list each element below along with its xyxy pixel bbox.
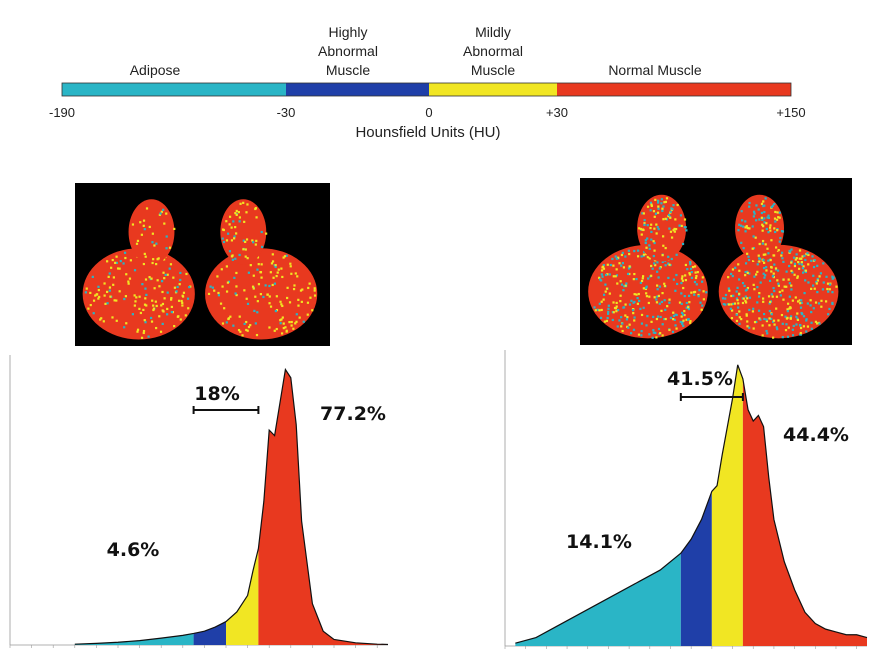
ct-muscle-region (735, 194, 785, 262)
adipose-percentage: 14.1% (566, 531, 632, 553)
histogram-region (515, 553, 681, 646)
abnormal-muscle-percentage: 18% (194, 383, 239, 405)
colorbar-segment (286, 83, 429, 96)
colorbar-tick-label: +30 (546, 105, 568, 120)
histogram-region (193, 621, 226, 645)
colorbar-segment (557, 83, 791, 96)
histogram-curve (74, 367, 389, 646)
ct-image-right (580, 178, 852, 345)
ct-muscle-region (82, 248, 195, 340)
hu-colorbar: Adipose Highly Abnormal Muscle Mildly Abnorma… (49, 24, 806, 141)
histogram-region (258, 369, 388, 645)
histogram-right: 14.1% 41.5% 44.4% (504, 350, 868, 649)
histogram-left: 4.6% 18% 77.2% (9, 355, 389, 648)
colorbar-category-label: Mildly Abnormal Muscle (463, 24, 523, 78)
ct-muscle-region (718, 244, 839, 339)
ct-muscle-region (128, 199, 175, 265)
normal-muscle-percentage: 44.4% (783, 424, 849, 446)
abnormal-muscle-percentage: 41.5% (667, 368, 733, 390)
colorbar-tick-label: -30 (277, 105, 296, 120)
ct-image-left (75, 183, 330, 346)
colorbar-segment (429, 83, 557, 96)
histogram-region (680, 491, 712, 646)
histogram-region (742, 378, 867, 646)
ct-muscle-region (588, 244, 708, 339)
colorbar-category-label: Normal Muscle (608, 62, 702, 78)
normal-muscle-percentage: 77.2% (320, 403, 386, 425)
colorbar-segment (62, 83, 286, 96)
colorbar-tick-label: 0 (425, 105, 432, 120)
colorbar-tick-label: -190 (49, 105, 75, 120)
histogram-region (226, 548, 259, 645)
histogram-region (74, 633, 194, 645)
ct-muscle-region (220, 199, 267, 265)
colorbar-axis-label: Hounsfield Units (HU) (355, 124, 500, 141)
histogram-curve (515, 364, 868, 644)
histogram-region (711, 364, 743, 646)
colorbar-category-label: Highly Abnormal Muscle (318, 24, 378, 78)
colorbar-tick-label: +150 (776, 105, 805, 120)
adipose-percentage: 4.6% (107, 539, 160, 561)
colorbar-category-label: Adipose (130, 62, 181, 78)
